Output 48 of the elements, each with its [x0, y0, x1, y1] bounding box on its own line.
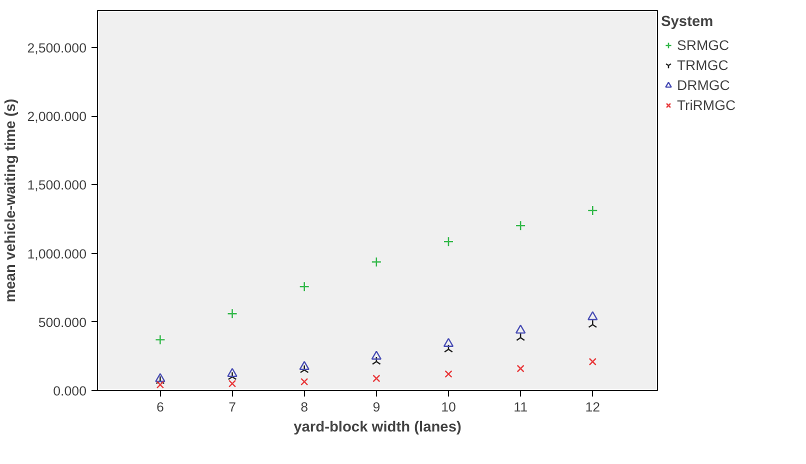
point — [155, 372, 166, 382]
point — [371, 350, 382, 360]
legend-label: TRMGC — [677, 57, 728, 73]
point — [227, 368, 238, 378]
y-tick-label: 1,500.000 — [27, 178, 87, 193]
legend-label: DRMGC — [677, 77, 730, 93]
y-tick-label: 2,500.000 — [27, 40, 87, 56]
point — [300, 364, 309, 374]
legend-label: SRMGC — [677, 37, 730, 53]
x-tick-label: 7 — [228, 400, 236, 414]
x-tick-label: 11 — [514, 400, 528, 414]
point — [228, 380, 236, 388]
point — [300, 378, 308, 386]
point — [588, 320, 598, 328]
x-tick-label: 9 — [372, 400, 380, 414]
point — [443, 236, 454, 247]
x-tick-label: 12 — [585, 400, 600, 414]
y-tick-label: 500.000 — [38, 314, 87, 330]
x-axis-title: yard-block width (lanes) — [294, 420, 462, 436]
point — [371, 256, 382, 268]
point — [443, 338, 454, 347]
y-tick-label: 2,000.000 — [27, 109, 87, 124]
point — [444, 344, 454, 353]
point — [155, 334, 166, 345]
y-tick-label: 1,000.000 — [27, 246, 87, 262]
x-tick-label: 8 — [300, 400, 308, 414]
point — [587, 311, 598, 320]
point — [516, 332, 526, 341]
point — [227, 308, 238, 319]
point — [515, 324, 526, 334]
point — [588, 358, 596, 366]
point — [516, 364, 524, 372]
x-tick-label: 10 — [441, 400, 456, 414]
point — [444, 370, 452, 378]
point — [515, 220, 526, 231]
point — [299, 282, 310, 292]
point — [372, 356, 381, 365]
y-axis-title: mean vehicle-waiting time (s) — [3, 98, 20, 302]
y-tick-label: 0.000 — [53, 384, 87, 398]
point — [228, 372, 237, 380]
legend-title: System — [661, 14, 714, 30]
point — [156, 376, 165, 384]
point — [587, 205, 598, 216]
legend-label: TriRMGC — [677, 97, 736, 113]
point — [372, 374, 380, 382]
x-tick-label: 6 — [156, 400, 164, 414]
point — [299, 360, 310, 370]
point — [156, 380, 164, 389]
